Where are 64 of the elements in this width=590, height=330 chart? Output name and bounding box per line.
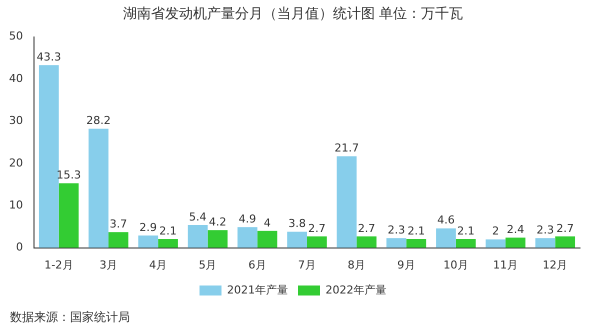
source-note: 数据来源：国家统计局 — [10, 310, 130, 324]
data-label: 4 — [264, 216, 271, 230]
x-tick-label: 8月 — [348, 258, 366, 272]
bar — [456, 238, 476, 248]
y-tick-label: 20 — [8, 156, 23, 170]
data-label: 2.3 — [388, 223, 406, 236]
bar — [287, 232, 307, 248]
data-label: 2.1 — [407, 224, 425, 238]
bar — [535, 238, 556, 248]
bar — [38, 65, 59, 248]
x-tick-label: 12月 — [542, 258, 568, 272]
bar — [356, 236, 376, 248]
data-label: 5.4 — [189, 210, 207, 224]
data-label: 43.3 — [36, 50, 62, 64]
y-tick-label: 50 — [8, 30, 23, 43]
data-label: 2.7 — [358, 222, 376, 235]
data-label: 2.1 — [457, 224, 475, 238]
y-tick-label: 30 — [8, 114, 23, 128]
x-tick-label: 7月 — [298, 258, 316, 272]
bar — [386, 238, 406, 248]
x-tick-label: 1-2月 — [44, 258, 74, 272]
bar — [336, 156, 357, 248]
bar — [138, 236, 158, 248]
bar — [158, 238, 178, 248]
y-tick-label: 0 — [16, 240, 23, 254]
data-label: 4.9 — [238, 212, 256, 226]
data-label: 2.7 — [308, 222, 326, 235]
bar — [58, 183, 79, 248]
data-label: 4.2 — [208, 215, 226, 228]
data-label: 2.3 — [536, 223, 554, 236]
bar — [238, 227, 258, 248]
x-tick-label: 6月 — [248, 258, 266, 272]
data-label: 2.9 — [139, 220, 157, 234]
y-tick-label: 10 — [8, 198, 23, 212]
bar — [88, 128, 108, 248]
x-tick-label: 9月 — [397, 258, 416, 272]
data-label: 2.7 — [556, 222, 574, 235]
bar — [208, 230, 228, 248]
bar — [257, 230, 278, 248]
bar — [307, 236, 327, 248]
bar — [108, 232, 128, 248]
data-label: 3.8 — [288, 217, 306, 230]
y-tick-label: 40 — [8, 72, 23, 85]
data-label: 21.7 — [334, 142, 359, 155]
bar — [406, 238, 426, 248]
data-label: 3.7 — [110, 218, 128, 231]
data-label: 28.2 — [86, 114, 111, 128]
bar — [436, 228, 456, 248]
data-label: 2.4 — [506, 223, 524, 236]
x-tick-label: 10月 — [443, 258, 468, 272]
bar — [188, 225, 208, 248]
bar — [555, 236, 576, 248]
data-label: 4.6 — [437, 214, 455, 227]
data-label: 2.1 — [159, 224, 177, 238]
chart-title: 湖南省发动机产量分月（当月值）统计图 单位：万千瓦 — [122, 6, 464, 22]
x-tick-label: 4月 — [149, 258, 168, 272]
x-tick-label: 3月 — [99, 258, 118, 272]
legend-label: 2021年产量 — [227, 283, 288, 296]
bar — [486, 239, 506, 248]
data-label: 2 — [492, 224, 500, 238]
legend-label: 2022年产量 — [326, 283, 386, 296]
x-tick-label: 5月 — [198, 258, 217, 272]
bar — [506, 238, 526, 248]
x-tick-label: 11月 — [493, 258, 518, 272]
